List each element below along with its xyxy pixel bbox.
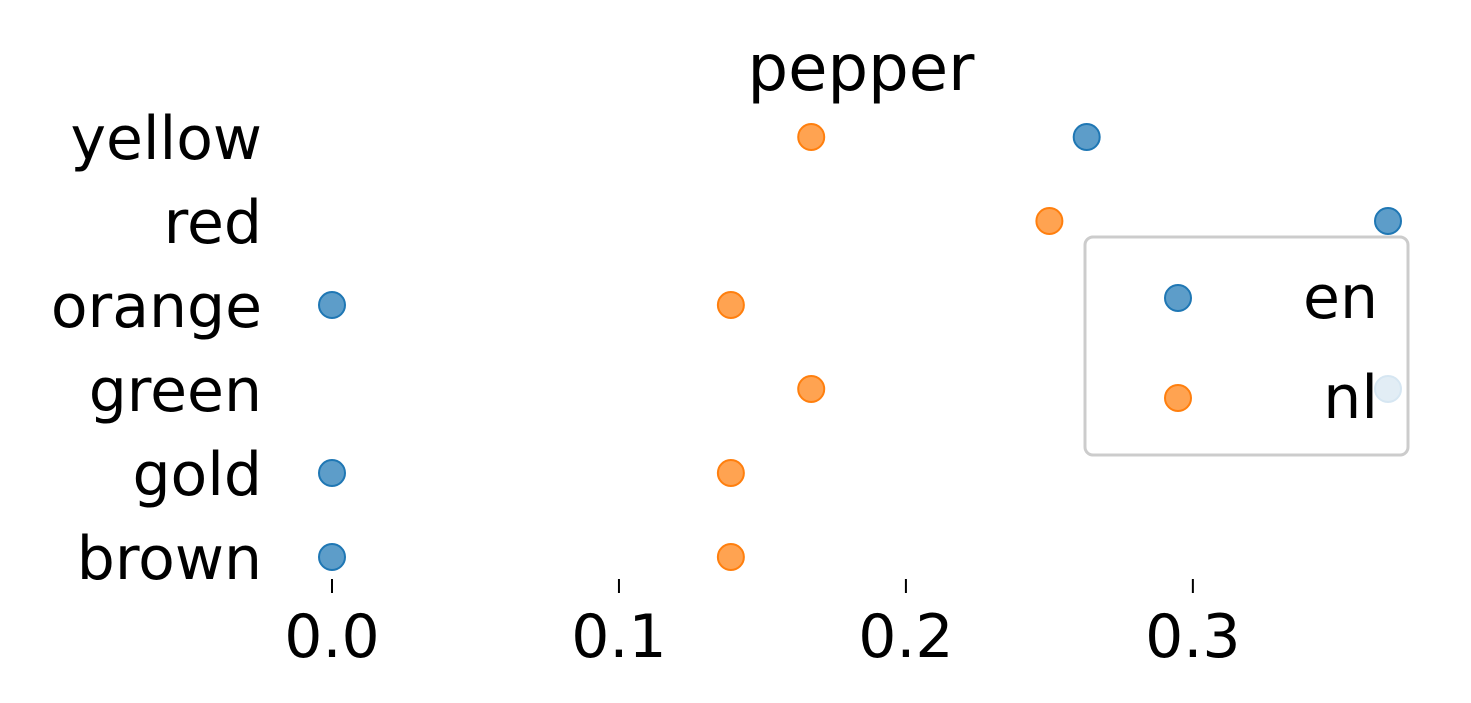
y-tick-label: brown [77, 524, 262, 594]
point-en-yellow [1072, 123, 1101, 151]
legend-marker-en [1164, 284, 1192, 312]
y-tick-label: gold [132, 440, 262, 510]
legend-items: en nl [1164, 263, 1378, 433]
point-en-brown [318, 543, 346, 571]
x-tick-label: 0.0 [284, 602, 379, 672]
legend: en nl [1083, 235, 1410, 457]
point-nl-red [1035, 207, 1064, 235]
legend-label-en: en [1303, 263, 1378, 333]
legend-label-nl: nl [1323, 363, 1378, 433]
point-en-red [1374, 207, 1402, 235]
x-tick-label: 0.1 [571, 602, 666, 672]
y-axis-ticks: brown gold green orange red yellow [51, 104, 262, 594]
y-tick-label: yellow [70, 104, 262, 174]
point-nl-orange [716, 291, 745, 319]
legend-marker-nl [1164, 384, 1192, 412]
point-en-gold [318, 459, 346, 487]
x-tick-label: 0.2 [858, 602, 953, 672]
x-tick-label: 0.3 [1145, 602, 1240, 672]
point-nl-yellow [797, 123, 826, 151]
x-axis-ticks: 0.0 0.1 0.2 0.3 [284, 579, 1241, 672]
y-tick-label: green [89, 356, 262, 426]
point-nl-gold [716, 459, 745, 487]
point-en-orange [318, 291, 346, 319]
y-tick-label: orange [51, 272, 262, 342]
y-tick-label: red [164, 188, 262, 258]
point-nl-brown [716, 543, 745, 571]
point-nl-green [797, 375, 826, 403]
chart-title: pepper [748, 32, 976, 106]
